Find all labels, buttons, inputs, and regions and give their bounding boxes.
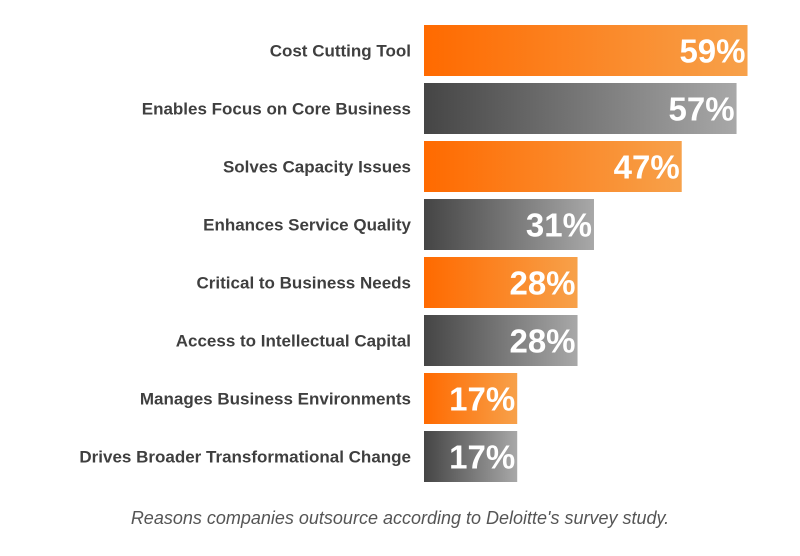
value-label: 59% (679, 33, 745, 70)
value-label: 57% (668, 91, 734, 128)
value-label: 31% (526, 207, 592, 244)
bar-orange (424, 25, 748, 76)
category-label: Critical to Business Needs (197, 274, 411, 293)
category-label: Drives Broader Transformational Change (79, 448, 411, 467)
bar-orange (424, 373, 518, 424)
value-label: 47% (614, 149, 680, 186)
bar-chart: Cost Cutting Tool 59% Enables Focus on Cor… (79, 25, 748, 482)
bar-gray (424, 83, 737, 134)
category-label: Manages Business Environments (140, 390, 411, 409)
category-label: Enhances Service Quality (203, 216, 411, 235)
category-label: Enables Focus on Core Business (142, 100, 411, 119)
bar-gray (424, 199, 594, 250)
bar-gray (424, 431, 518, 482)
category-label: Solves Capacity Issues (223, 158, 411, 177)
chart-caption: Reasons companies outsource according to… (130, 508, 670, 528)
bars-group: Cost Cutting Tool 59% Enables Focus on Cor… (79, 25, 748, 482)
bar-orange (424, 257, 578, 308)
bar-orange (424, 141, 682, 192)
value-label: 17% (449, 381, 515, 418)
value-label: 28% (509, 323, 575, 360)
category-label: Cost Cutting Tool (270, 42, 411, 61)
bar-gray (424, 315, 578, 366)
value-label: 28% (509, 265, 575, 302)
category-label: Access to Intellectual Capital (176, 332, 411, 351)
value-label: 17% (449, 439, 515, 476)
